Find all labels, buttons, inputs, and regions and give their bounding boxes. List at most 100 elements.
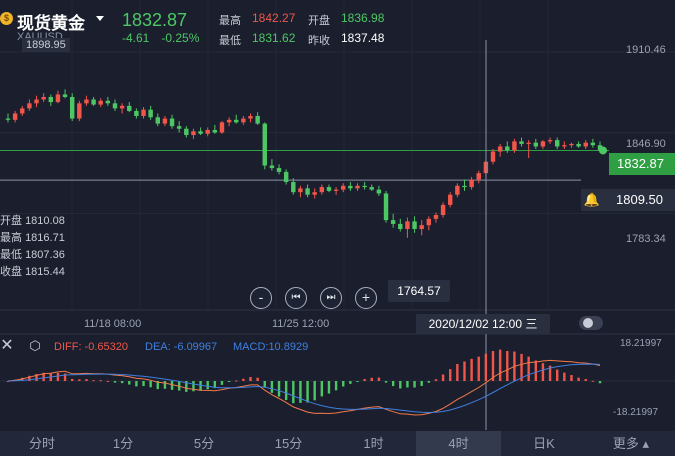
candle-body bbox=[234, 119, 239, 123]
instrument-name[interactable]: 现货黄金 bbox=[17, 14, 85, 33]
candle-body bbox=[455, 185, 460, 195]
zoom-in-button[interactable]: + bbox=[355, 287, 377, 309]
macd-bar bbox=[320, 381, 324, 397]
zoom-out-button[interactable]: - bbox=[250, 287, 272, 309]
macd-bar bbox=[384, 381, 388, 383]
candle-body bbox=[184, 128, 189, 136]
bell-icon[interactable]: 🔔 bbox=[583, 192, 601, 207]
candle-body bbox=[319, 187, 325, 193]
price-change: -4.61 -0.25% bbox=[122, 31, 199, 45]
macd-bar bbox=[441, 374, 445, 381]
ohlc-high: 最高 1816.71 bbox=[0, 229, 65, 245]
macd-bar bbox=[220, 381, 224, 385]
tab-1[interactable]: 1分 bbox=[112, 436, 134, 451]
candle-body bbox=[141, 109, 146, 117]
macd-bar bbox=[399, 381, 402, 389]
candle-body bbox=[341, 185, 346, 190]
macd-bar bbox=[70, 378, 74, 381]
macd-bar bbox=[42, 372, 45, 381]
macd-bar bbox=[35, 374, 38, 381]
macd-bar bbox=[263, 381, 266, 387]
macd-bar bbox=[120, 381, 124, 384]
candle-body bbox=[298, 188, 303, 193]
candle-body bbox=[48, 96, 54, 103]
x-label-1: 11/18 08:00 bbox=[84, 318, 142, 330]
ohlc-close: 收盘 1815.44 bbox=[0, 263, 65, 279]
ohlc-close-value: 1815.44 bbox=[25, 266, 65, 278]
macd-bar bbox=[556, 369, 559, 381]
gear-icon[interactable]: ⬡ bbox=[29, 338, 41, 353]
tab-4[interactable]: 1时 bbox=[363, 436, 384, 451]
candle-body bbox=[119, 105, 125, 109]
candle-body bbox=[569, 143, 574, 146]
macd-bar bbox=[434, 379, 438, 381]
prev-close-value: 1837.48 bbox=[341, 31, 385, 45]
tab-6[interactable]: 日K bbox=[533, 436, 555, 451]
macd-bar bbox=[427, 381, 431, 383]
candle-body bbox=[547, 140, 553, 142]
tab-3[interactable]: 15分 bbox=[274, 436, 303, 451]
close-icon[interactable]: ✕ bbox=[0, 337, 14, 354]
ohlc-open: 开盘 1810.08 bbox=[0, 212, 65, 228]
candle-body bbox=[12, 113, 18, 120]
macd-bar bbox=[28, 375, 31, 381]
candle-body bbox=[276, 168, 282, 172]
high-value: 1842.27 bbox=[252, 11, 296, 25]
scroll-left-button[interactable]: ⏮ bbox=[285, 287, 307, 309]
macd-bar bbox=[577, 377, 580, 381]
macd-bar bbox=[406, 381, 409, 388]
ohlc-high-value: 1816.71 bbox=[25, 232, 65, 244]
scroll-right-button[interactable]: ⏭ bbox=[320, 287, 342, 309]
candle-body bbox=[426, 218, 432, 226]
candle-body bbox=[376, 189, 382, 194]
candle-body bbox=[333, 189, 339, 191]
macd-bar bbox=[128, 381, 131, 385]
macd-bar bbox=[370, 377, 373, 381]
macd-bar bbox=[598, 381, 602, 384]
macd-bar bbox=[78, 379, 81, 381]
macd-bar bbox=[192, 381, 195, 392]
ohlc-open-value: 1810.08 bbox=[25, 215, 65, 227]
top-price-tag: 1898.95 bbox=[22, 38, 70, 52]
tab-5[interactable]: 4时 bbox=[416, 431, 501, 456]
ohlc-open-label: 开盘 bbox=[0, 215, 22, 227]
candle-body bbox=[62, 94, 68, 97]
macd-bar bbox=[534, 360, 538, 381]
gold-coin-icon: $ bbox=[0, 12, 13, 25]
price-tick-3: 1783.34 bbox=[626, 233, 666, 245]
candle-body bbox=[27, 103, 32, 109]
price-tick-1: 1910.46 bbox=[626, 44, 666, 56]
macd-bar bbox=[391, 381, 395, 387]
macd-bar bbox=[327, 381, 331, 394]
candle-body bbox=[398, 223, 403, 229]
candle-body bbox=[269, 165, 275, 169]
tab-7[interactable]: 更多 ▴ bbox=[612, 436, 650, 451]
candle-body bbox=[390, 220, 396, 224]
macd-bar bbox=[541, 363, 545, 381]
candle-body bbox=[205, 129, 210, 134]
macd-bar bbox=[449, 369, 452, 381]
candle-body bbox=[134, 110, 139, 117]
candle-body bbox=[226, 119, 232, 123]
low-label: 最低 bbox=[219, 35, 241, 47]
macd-label: MACD:10.8929 bbox=[233, 341, 309, 353]
tab-2[interactable]: 5分 bbox=[193, 436, 215, 451]
tab-0[interactable]: 分时 bbox=[28, 436, 55, 451]
caret-down-icon[interactable] bbox=[96, 16, 104, 21]
candle-body bbox=[419, 225, 424, 229]
ohlc-low: 最低 1807.36 bbox=[0, 246, 65, 262]
low-price-tooltip: 1764.57 bbox=[388, 280, 450, 302]
macd-dea-line bbox=[7, 363, 601, 414]
macd-bar bbox=[484, 353, 488, 381]
macd-bar bbox=[570, 375, 573, 381]
alert-price-tag[interactable]: 1809.50 bbox=[581, 189, 675, 211]
macd-bar bbox=[463, 361, 466, 381]
crosshair-toggle[interactable] bbox=[579, 316, 603, 330]
candle-body bbox=[148, 109, 153, 118]
candle-body bbox=[255, 116, 260, 124]
candle-body bbox=[191, 131, 196, 136]
macd-bar bbox=[349, 381, 352, 384]
macd-bar bbox=[256, 377, 259, 381]
macd-bar bbox=[292, 381, 295, 404]
